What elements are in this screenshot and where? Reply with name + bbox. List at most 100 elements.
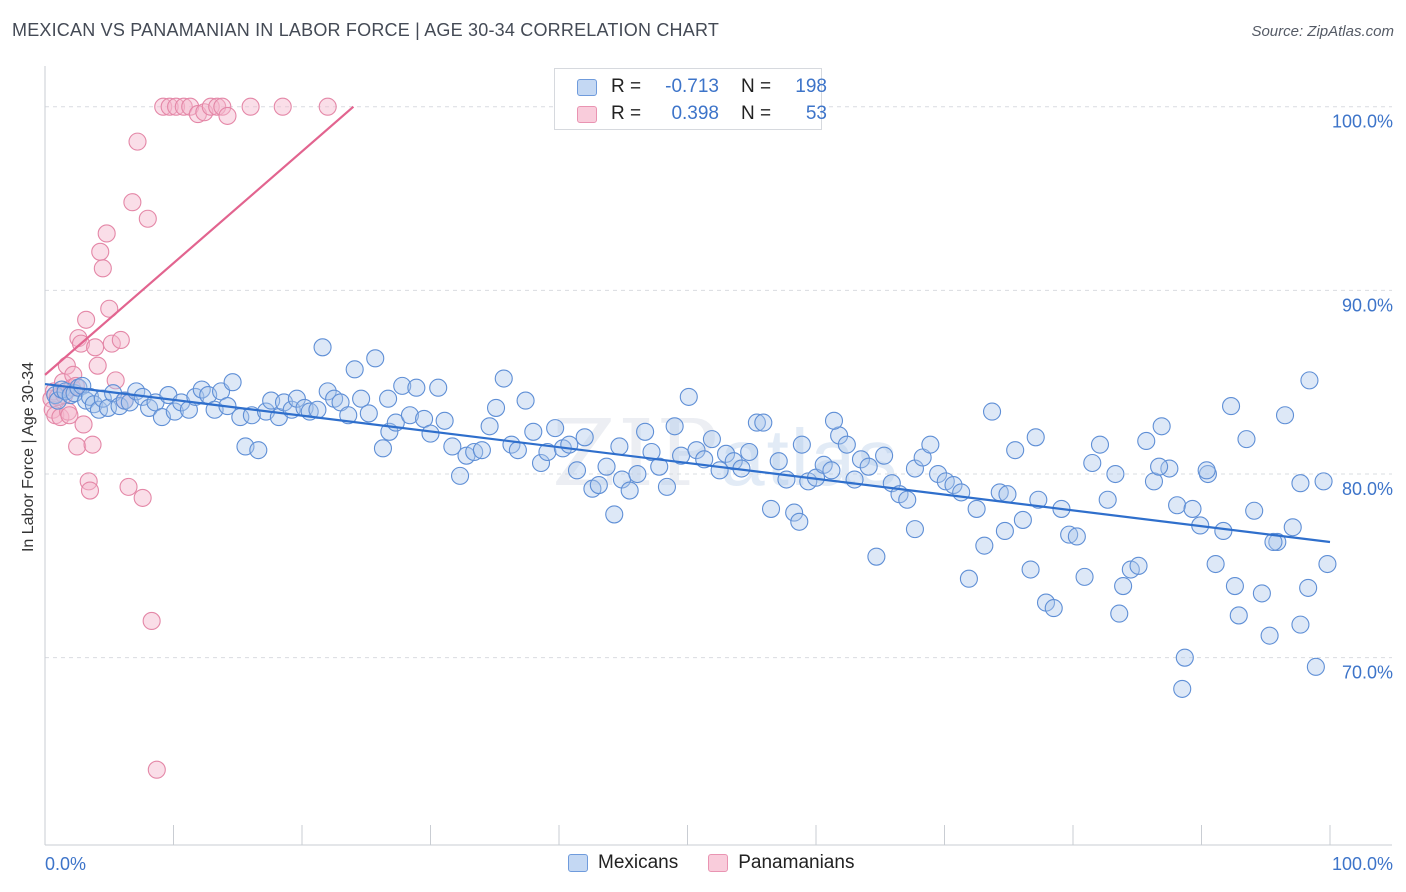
mexicans-point: [665, 417, 684, 436]
mexicans-point: [1206, 554, 1225, 574]
mexicans-point: [1260, 626, 1279, 645]
legend-r-label: R =: [611, 103, 642, 124]
mexicans-point: [1114, 577, 1133, 596]
mexicans-point: [716, 444, 736, 463]
legend-n-label: N =: [741, 103, 772, 124]
panamanians-point: [79, 472, 98, 491]
mexicans-point: [1067, 527, 1086, 546]
mexicans-point: [421, 424, 440, 443]
mexicans-point: [443, 437, 462, 456]
panamanians-swatch: [577, 105, 597, 123]
panamanians-point: [119, 477, 138, 496]
mexicans-point: [642, 442, 661, 462]
legend-row-panamanians: R = 0.398 N = 53: [555, 100, 827, 128]
panamanians-point: [133, 488, 152, 507]
mexicans-point: [1173, 679, 1192, 698]
series-legend: Mexicans Panamanians: [568, 852, 884, 874]
mexicans-point: [790, 512, 809, 531]
y-tick-label: 90.0%: [1342, 295, 1393, 315]
mexicans-point: [975, 536, 994, 555]
legend-item-panamanians[interactable]: Panamanians: [708, 852, 854, 874]
mexicans-point: [1168, 496, 1187, 515]
panamanians-point: [174, 97, 193, 116]
mexicans-point: [1175, 648, 1194, 667]
mexicans-point: [1306, 657, 1325, 676]
x-tick-label: 100.0%: [1332, 854, 1393, 874]
mexicans-point: [1275, 406, 1295, 425]
mexicans-point: [538, 442, 557, 462]
panamanians-point: [60, 406, 79, 425]
panamanians-point: [208, 97, 227, 116]
mexicans-point: [366, 349, 385, 368]
mexicans-point: [824, 411, 844, 430]
panamanians-point: [83, 435, 102, 454]
mexicans-point: [769, 452, 788, 471]
mexicans-point: [761, 499, 781, 518]
watermark-zip: ZIP: [552, 400, 721, 507]
mexicans-point: [905, 520, 924, 539]
mexicans-point: [1222, 397, 1241, 416]
mexicans-point: [1021, 560, 1040, 579]
legend-r-value: 0.398: [671, 103, 719, 124]
correlation-legend: R = -0.713 N = 198 R = 0.398 N = 53: [554, 68, 827, 130]
legend-row-mexicans: R = -0.713 N = 198: [555, 73, 827, 101]
mexicans-point: [465, 442, 484, 462]
mexicans-point: [929, 464, 948, 484]
mexicans-point: [359, 404, 378, 423]
mexicans-point: [822, 461, 841, 480]
mexicans-point: [339, 406, 358, 425]
panamanians-point: [74, 415, 93, 434]
mexicans-point: [589, 475, 608, 495]
mexicans-point: [165, 402, 184, 421]
panamanians-point: [100, 299, 119, 318]
panamanians-legend-label: Panamanians: [738, 852, 855, 873]
mexicans-point: [1314, 472, 1333, 491]
legend-item-mexicans[interactable]: Mexicans: [568, 852, 678, 874]
mexicans-point: [1137, 431, 1156, 451]
tick-labels: 70.0% 80.0% 90.0% 100.0% 0.0% 100.0%: [45, 112, 1393, 874]
mexicans-point: [435, 411, 454, 430]
mexicans-point: [657, 477, 676, 496]
panamanians-point: [91, 242, 110, 261]
panamanians-legend-swatch: [708, 854, 729, 872]
mexicans-point: [620, 481, 639, 500]
x-tick-label: 0.0%: [45, 854, 86, 874]
mexicans-point: [1283, 518, 1302, 537]
mexicans-point: [998, 485, 1017, 504]
legend-n-value: 198: [795, 76, 827, 97]
mexicans-point: [1060, 525, 1079, 544]
mexicans-point: [516, 391, 535, 410]
mexicans-point: [898, 490, 917, 509]
mexicans-point: [560, 435, 579, 454]
panamanians-point: [97, 224, 116, 243]
panamanians-point: [68, 437, 87, 456]
panamanians-point: [102, 334, 121, 353]
mexicans-point: [1183, 499, 1202, 518]
mexicans-point: [379, 389, 398, 408]
mexicans-point: [508, 441, 527, 460]
mexicans-point: [1264, 532, 1283, 552]
y-tick-label: 100.0%: [1332, 112, 1393, 132]
grid-lines: [45, 106, 1392, 659]
mexicans-point: [1225, 577, 1244, 596]
mexicans-point: [1252, 584, 1271, 603]
panamanians-point: [142, 611, 161, 630]
mexicans-point: [754, 413, 773, 432]
mexicans-point: [867, 547, 886, 566]
mexicans-point: [785, 503, 804, 522]
mexicans-swatch: [577, 78, 597, 96]
mexicans-point: [610, 437, 629, 456]
mexicans-point: [1245, 501, 1264, 520]
mexicans-point: [1291, 615, 1310, 634]
mexicans-point: [1299, 578, 1318, 597]
panamanians-point: [77, 310, 96, 329]
y-tick-label: 80.0%: [1342, 479, 1393, 499]
mexicans-point: [597, 457, 616, 476]
panamanians-point: [80, 481, 100, 500]
mexicans-point: [318, 382, 337, 401]
mexicans-point: [982, 402, 1002, 421]
mexicans-point: [740, 442, 759, 462]
panamanians-points: [42, 97, 337, 779]
mexicans-point: [524, 422, 543, 441]
mexicans-point: [84, 395, 103, 414]
